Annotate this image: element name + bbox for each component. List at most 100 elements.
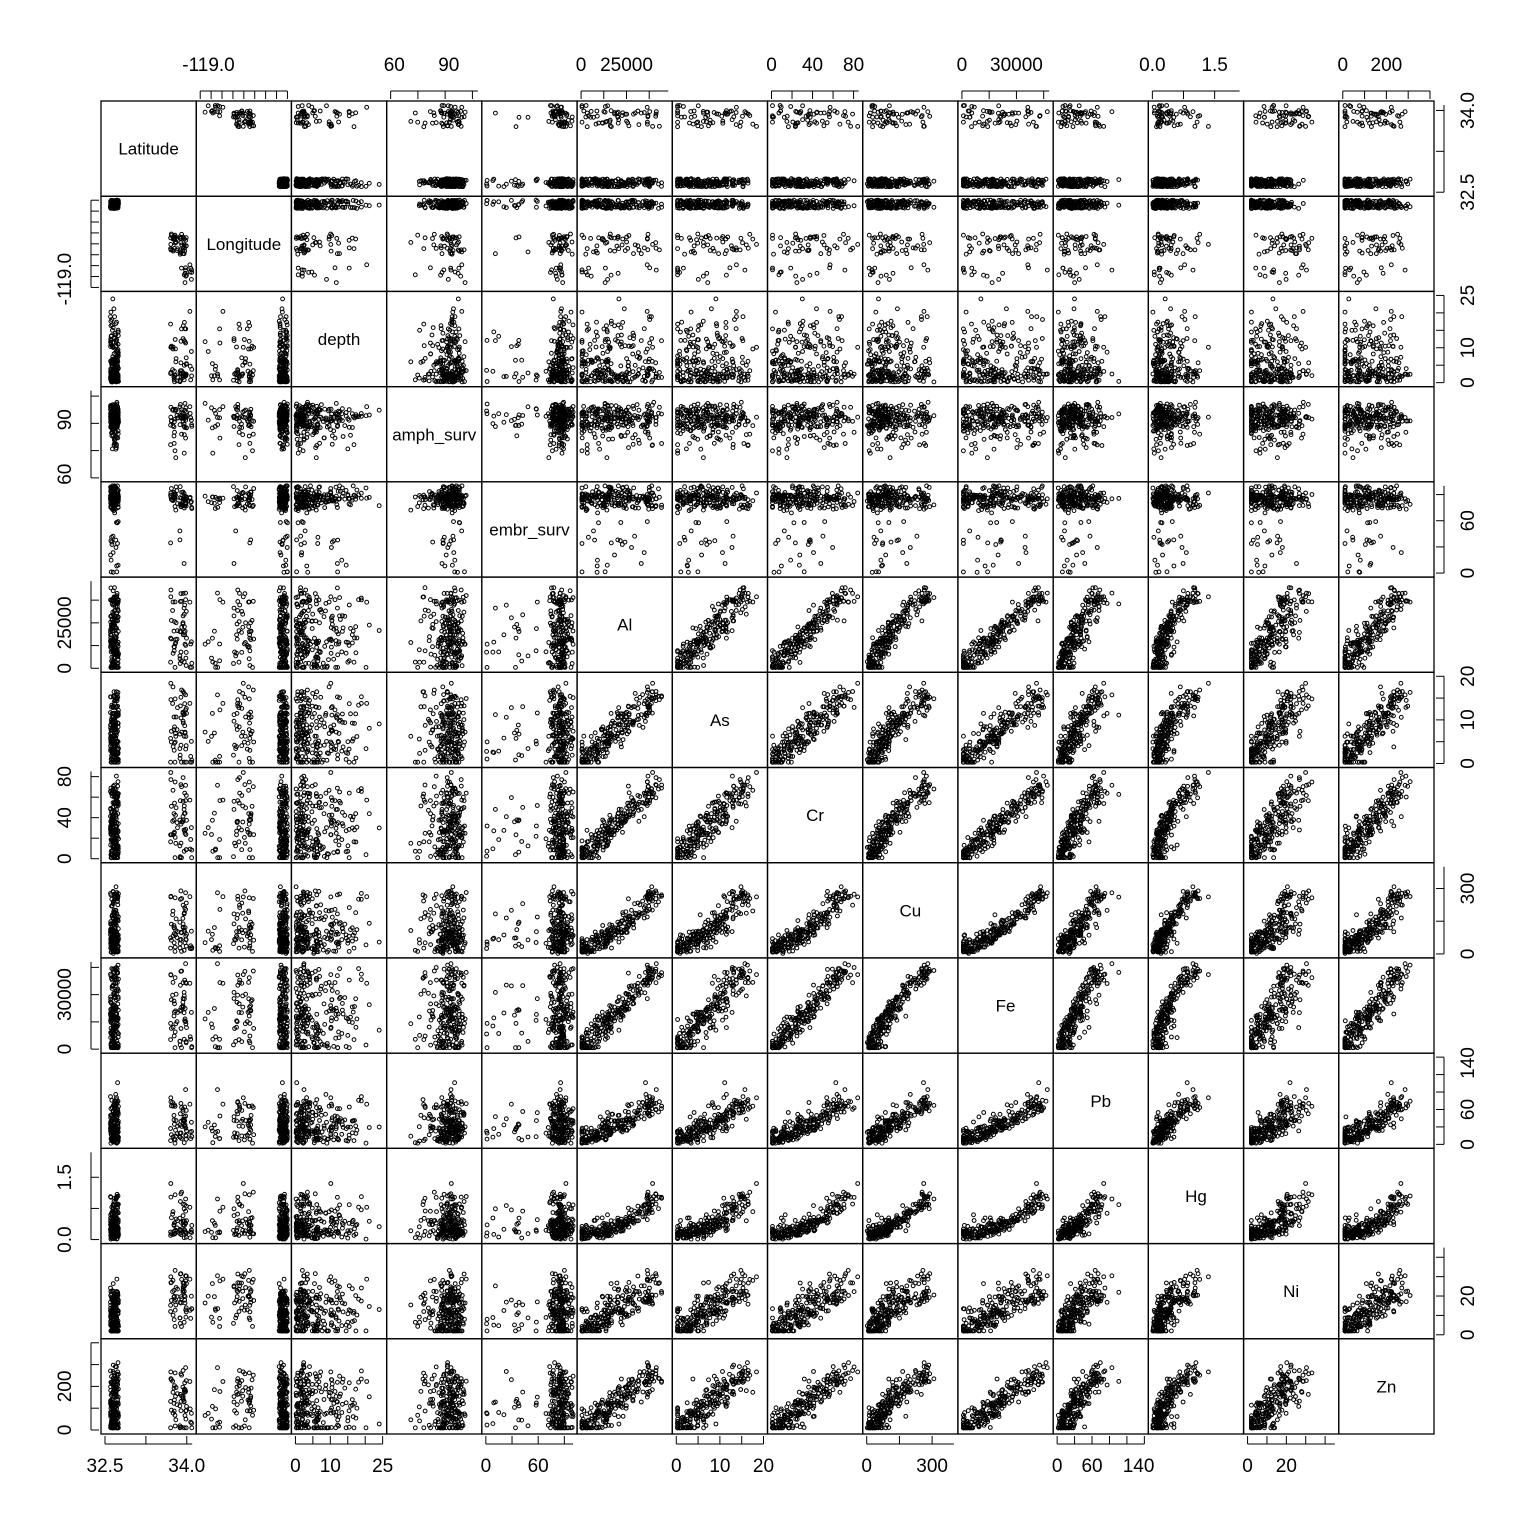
data-point: [318, 109, 322, 113]
data-point: [905, 252, 909, 256]
data-point: [1375, 120, 1379, 124]
data-point: [422, 247, 426, 251]
data-point: [828, 105, 832, 109]
data-point: [738, 248, 742, 252]
data-point: [977, 241, 981, 245]
data-point: [589, 274, 593, 278]
data-point: [570, 240, 574, 244]
data-point: [333, 266, 337, 270]
data-point: [843, 268, 847, 272]
data-point: [676, 120, 680, 124]
data-point: [739, 236, 743, 240]
data-point: [962, 233, 966, 237]
data-point: [843, 110, 847, 114]
data-point: [449, 105, 453, 109]
data-point: [695, 238, 699, 242]
data-point: [296, 273, 300, 277]
data-point: [725, 273, 729, 277]
data-point: [637, 248, 641, 252]
data-point: [609, 109, 613, 113]
data-point: [1301, 105, 1305, 109]
data-point: [801, 118, 805, 122]
data-point: [1069, 120, 1073, 124]
data-point: [1045, 110, 1049, 114]
panel-longitude-vs-embr-surv: [482, 196, 577, 291]
data-point: [347, 246, 351, 250]
data-point: [642, 246, 646, 250]
data-point: [431, 121, 435, 125]
data-point: [584, 252, 588, 256]
data-point: [921, 120, 925, 124]
data-point: [547, 120, 551, 124]
data-point: [696, 104, 700, 108]
data-point: [819, 252, 823, 256]
data-point: [621, 237, 625, 241]
data-point: [771, 120, 775, 124]
data-point: [827, 252, 831, 256]
data-point: [973, 236, 977, 240]
data-point: [1269, 125, 1273, 129]
data-point: [1095, 105, 1099, 109]
data-point: [815, 271, 819, 275]
data-point: [1351, 120, 1355, 124]
data-point: [1191, 110, 1195, 114]
data-point: [645, 105, 649, 109]
panel-longitude-vs-fe: [958, 196, 1053, 291]
data-point: [429, 266, 433, 270]
data-point: [847, 177, 851, 181]
data-point: [676, 236, 680, 240]
data-point: [900, 119, 904, 123]
data-point: [900, 112, 904, 116]
data-point: [377, 183, 381, 187]
data-point: [570, 119, 574, 123]
data-point: [804, 237, 808, 241]
data-point: [705, 271, 709, 275]
data-point: [852, 179, 856, 183]
panel-longitude-vs-as: [672, 196, 767, 291]
panel-frame: [768, 196, 863, 291]
data-point: [1358, 104, 1362, 108]
data-point: [692, 244, 696, 248]
data-point: [453, 105, 457, 109]
data-point: [891, 271, 895, 275]
data-point: [514, 125, 518, 129]
data-point: [561, 281, 565, 285]
data-point: [895, 252, 899, 256]
panel-frame: [672, 196, 767, 291]
data-point: [313, 273, 317, 277]
data-point: [169, 243, 173, 247]
data-point: [597, 236, 601, 240]
panel-longitude-vs-al: [577, 196, 672, 291]
panel-longitude-vs-cr: [768, 196, 863, 291]
data-point: [206, 104, 210, 108]
data-point: [1265, 122, 1269, 126]
data-point: [337, 241, 341, 245]
data-point: [751, 237, 755, 241]
data-point: [1362, 105, 1366, 109]
data-point: [413, 273, 417, 277]
data-point: [739, 120, 743, 124]
data-point: [1110, 110, 1114, 114]
data-point: [696, 278, 700, 282]
data-point: [700, 125, 704, 129]
data-point: [867, 233, 871, 237]
data-point: [334, 281, 338, 285]
data-point: [772, 252, 776, 256]
data-point: [494, 111, 498, 115]
data-point: [981, 114, 985, 118]
data-point: [842, 232, 846, 236]
data-point: [871, 125, 875, 129]
data-point: [795, 281, 799, 285]
data-point: [1258, 111, 1262, 115]
data-point: [970, 125, 974, 129]
data-point: [791, 241, 795, 245]
data-point: [526, 250, 530, 254]
data-point: [884, 273, 888, 277]
data-point: [457, 266, 461, 270]
data-point: [801, 278, 805, 282]
data-point: [637, 123, 641, 127]
data-point: [416, 233, 420, 237]
data-point: [1084, 121, 1088, 125]
data-point: [981, 232, 985, 236]
data-point: [1261, 121, 1265, 125]
